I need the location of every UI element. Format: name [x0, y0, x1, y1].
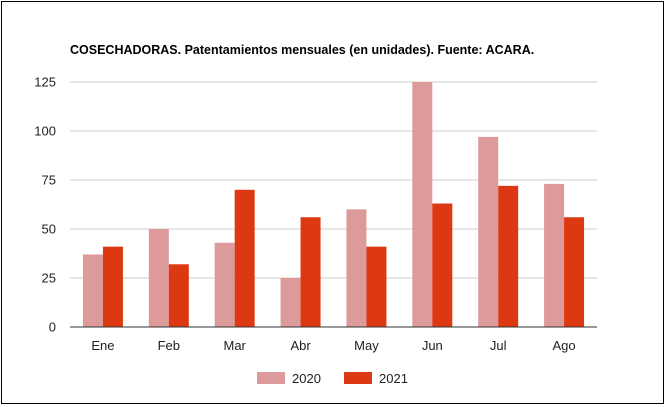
x-tick-label: Ene — [91, 338, 114, 353]
x-tick-label: Mar — [223, 338, 246, 353]
bar-2020-May — [346, 209, 367, 327]
bar-2021-May — [366, 246, 387, 327]
bar-2020-Feb — [148, 229, 169, 327]
bar-2021-Mar — [234, 189, 255, 327]
y-tick-label: 0 — [49, 320, 56, 335]
x-tick-label: May — [354, 338, 379, 353]
bar-2021-Feb — [168, 264, 189, 327]
x-tick-label: Jul — [490, 338, 507, 353]
x-tick-label: Ago — [552, 338, 575, 353]
bar-2021-Abr — [300, 217, 321, 327]
bar-2021-Jul — [498, 185, 519, 327]
y-tick-label: 50 — [42, 222, 56, 237]
x-tick-label: Jun — [422, 338, 443, 353]
bar-2020-Ago — [544, 183, 565, 327]
bar-2021-Ene — [102, 246, 123, 327]
x-tick-label: Feb — [158, 338, 180, 353]
bar-2020-Mar — [214, 242, 235, 327]
bar-2021-Jun — [432, 203, 453, 327]
y-tick-label: 75 — [42, 173, 56, 188]
y-tick-label: 25 — [42, 271, 56, 286]
legend-swatch-2020 — [257, 372, 285, 384]
bar-2020-Jun — [412, 82, 433, 327]
y-tick-label: 100 — [34, 124, 56, 139]
bar-2020-Ene — [82, 254, 103, 327]
x-tick-label: Abr — [290, 338, 311, 353]
legend-swatch-2021 — [344, 372, 372, 384]
chart-title: COSECHADORAS. Patentamientos mensuales (… — [70, 43, 534, 57]
legend-label: 2021 — [379, 371, 408, 386]
legend-label: 2020 — [292, 371, 321, 386]
bar-2021-Ago — [564, 217, 585, 327]
legend: 2020 2021 — [257, 371, 408, 386]
bars — [82, 82, 585, 327]
y-tick-label: 125 — [34, 75, 56, 90]
x-axis-ticks: Ene Feb Mar Abr May Jun Jul Ago — [91, 338, 575, 353]
y-axis-ticks: 0 25 50 75 100 125 — [34, 75, 56, 335]
bar-2020-Abr — [280, 278, 301, 327]
bar-2020-Jul — [478, 136, 499, 327]
